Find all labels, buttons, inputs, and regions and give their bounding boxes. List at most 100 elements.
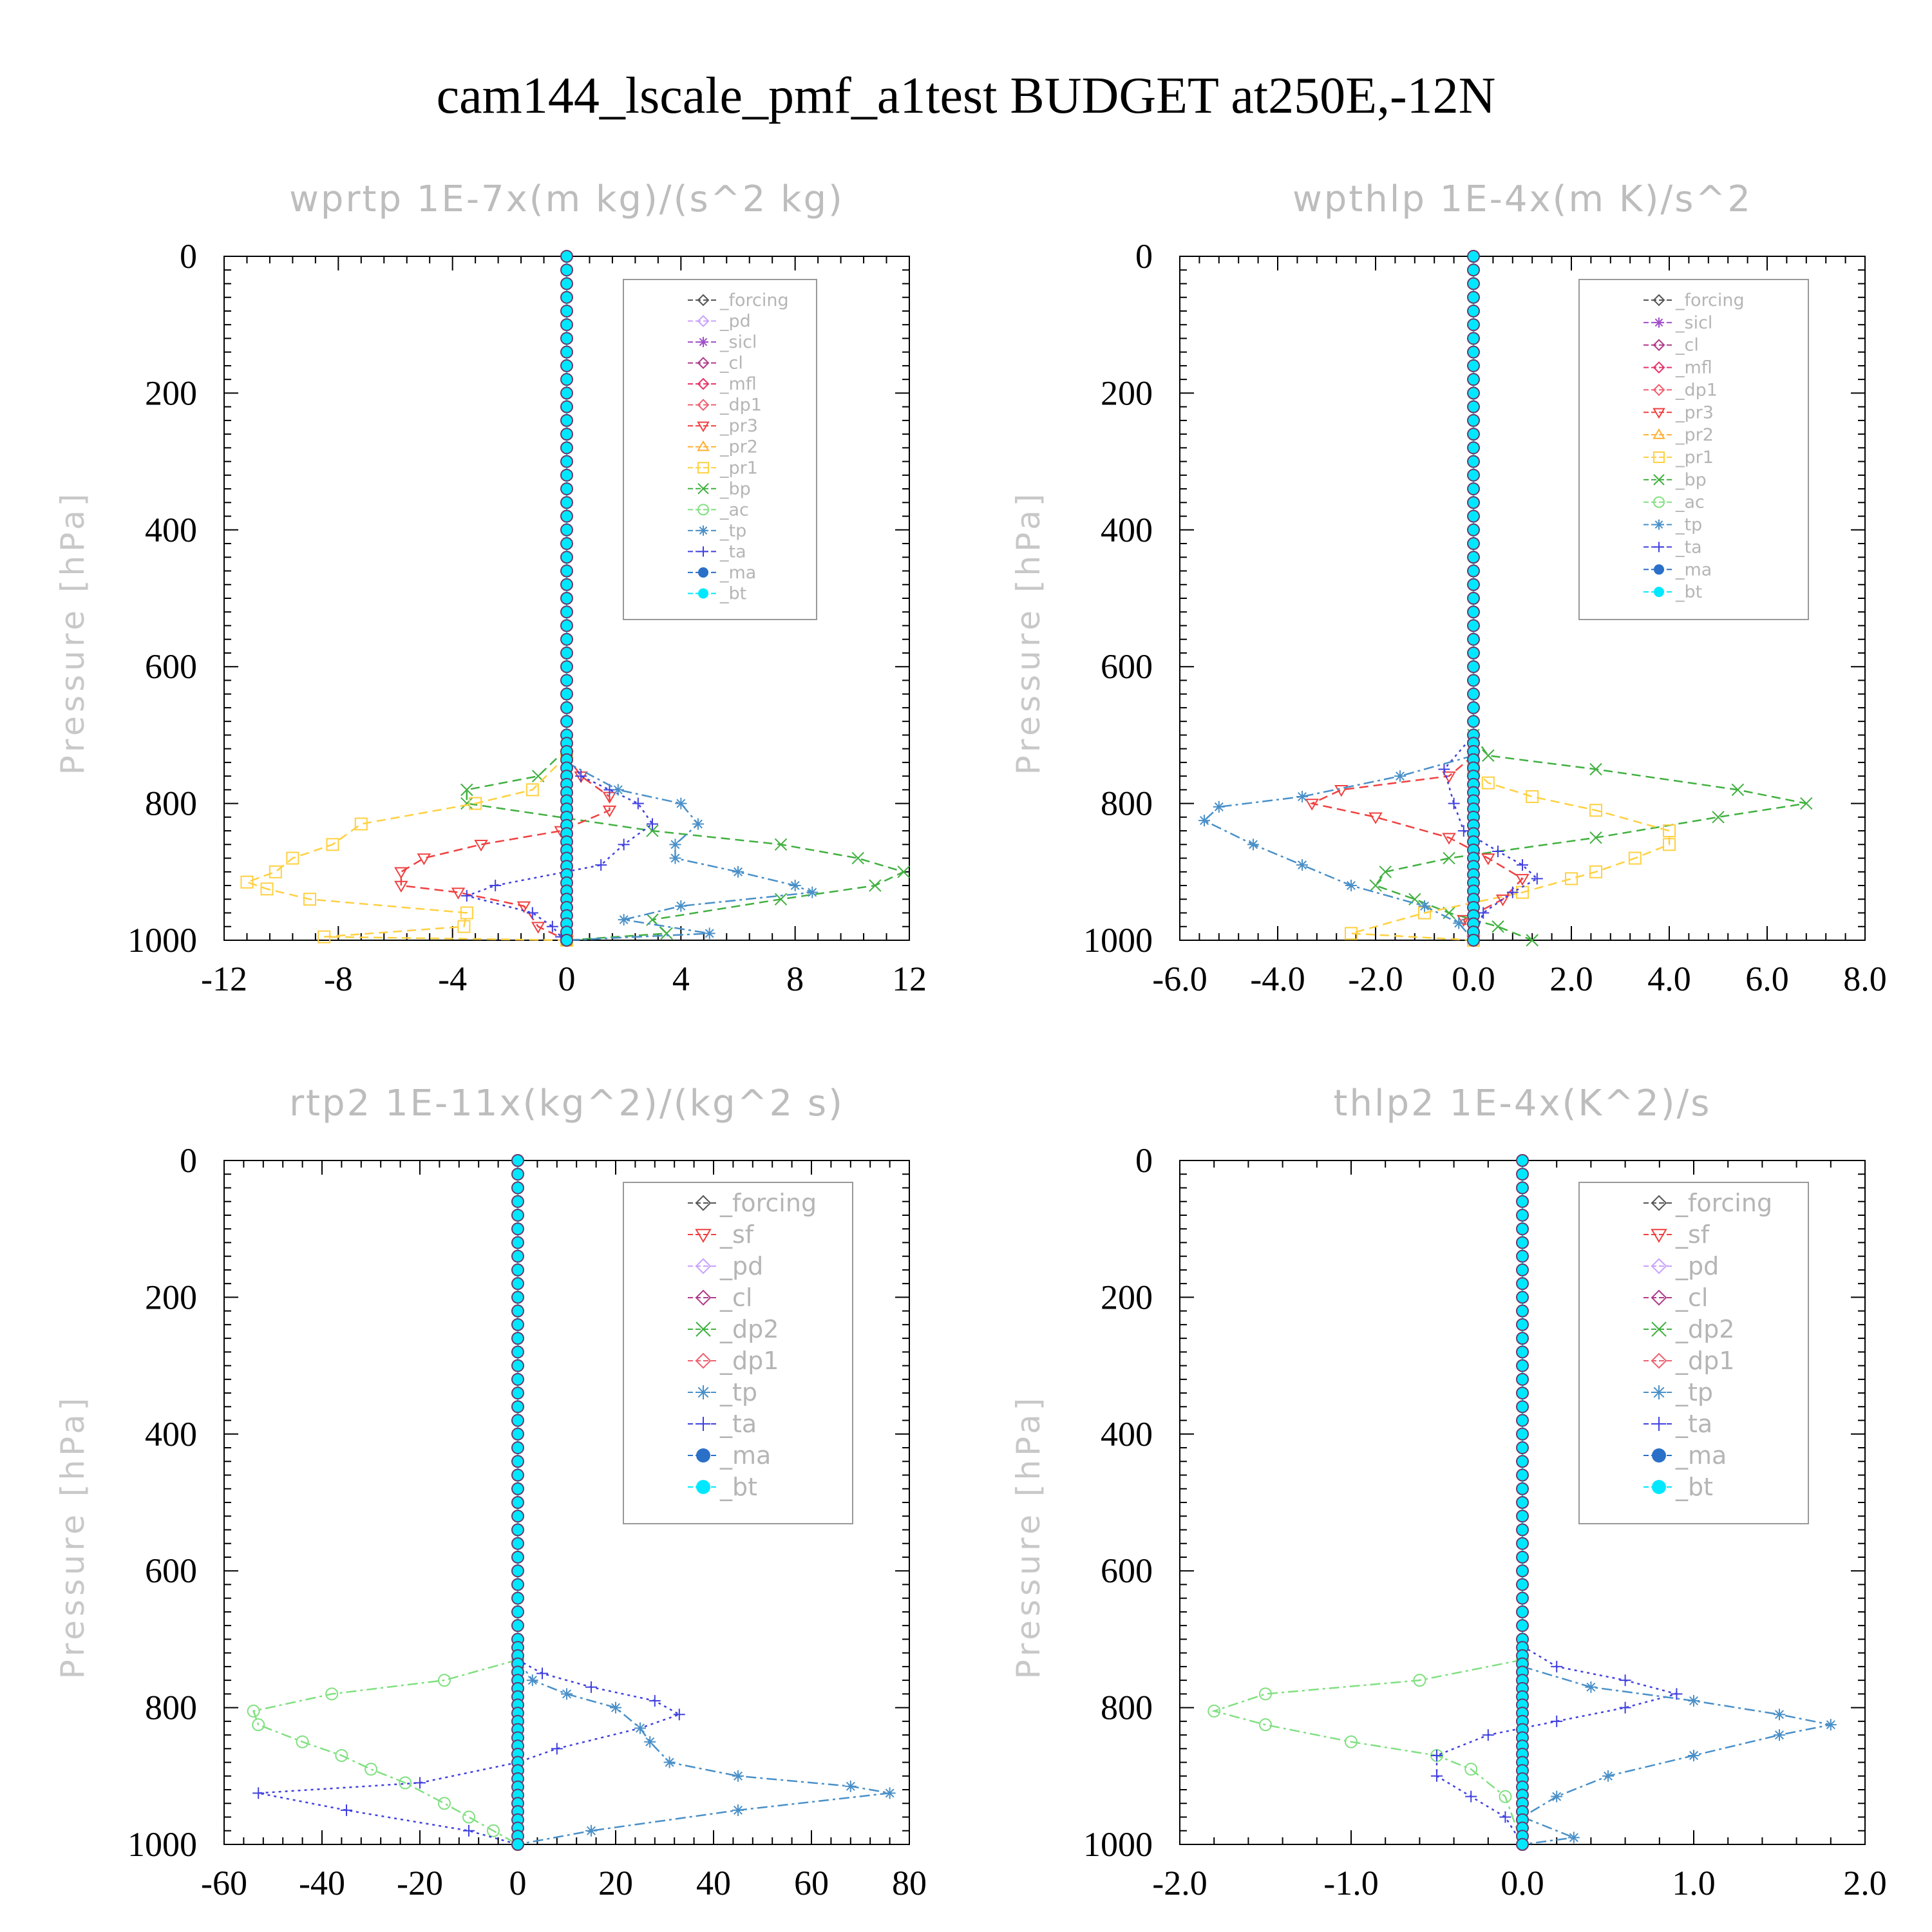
data-point [1208,1704,1221,1718]
data-point [703,927,715,940]
zero-profile-marker [511,1372,524,1386]
series-pr3 [1305,750,1530,947]
legend-entry: _dp1 [1675,1347,1734,1375]
legend-entry: _cl [1675,1283,1708,1312]
data-point [326,838,339,851]
x-tick-label: 60 [794,1864,829,1902]
zero-profile-marker [1516,1387,1529,1400]
data-point [1464,1763,1478,1776]
data-point [595,859,607,871]
series-line [400,755,611,942]
data-point [438,1797,451,1810]
legend-marker [1651,1195,1667,1211]
data-point [546,920,558,933]
data-point [632,797,644,810]
zero-profile-marker [560,674,573,687]
data-point [1506,886,1519,898]
data-point [789,880,801,892]
legend-entry: _bt [719,1473,757,1501]
data-point [806,886,819,898]
series-line [464,755,654,942]
zero-profile-marker [1516,1400,1529,1414]
legend-entry: _dp1 [719,1347,779,1375]
x-tick-label: -20 [397,1864,443,1902]
data-point [1431,1770,1443,1782]
legend-entry: _ma [719,563,756,583]
zero-profile-marker [1516,1359,1529,1372]
x-tick-label: 6.0 [1745,960,1789,998]
legend-entry: _ac [719,500,749,520]
x-tick-label: 20 [598,1864,633,1902]
legend-marker [695,1352,712,1369]
data-point [869,879,882,892]
data-point [526,1674,538,1687]
legend-entry: _pr2 [1675,425,1714,445]
figure-title: cam144_lscale_pmf_a1test BUDGET at250E,-… [437,68,1496,124]
data-point [1431,1749,1443,1761]
zero-profile-marker [511,1427,524,1441]
zero-profile-marker [511,1222,524,1236]
data-point [660,927,673,940]
legend-entry: _ta [719,1410,757,1438]
x-tick-label: -1.0 [1323,1864,1378,1902]
data-point [692,818,704,830]
data-point [526,783,539,797]
data-point [612,784,624,796]
data-point [1492,920,1504,933]
zero-profile-marker [511,1304,524,1318]
legend-marker [696,1321,711,1337]
x-tick-label: 40 [696,1864,731,1902]
zero-profile-marker [1516,1263,1529,1276]
zero-profile-marker [511,1838,524,1851]
legend-marker [698,546,708,557]
legend-entry: _tp [719,1378,757,1406]
zero-profile-marker [1467,482,1480,496]
panels: wprtp 1E-7x(m kg)/(s^2 kg) Pressure [hPa]… [54,178,1887,1902]
data-point [286,851,299,865]
y-tick-label: 400 [1101,1415,1153,1454]
panel-1: wprtp 1E-7x(m kg)/(s^2 kg) Pressure [hPa]… [54,178,927,998]
data-point [1602,1770,1614,1782]
series-pr1 [1345,762,1676,947]
zero-profile-marker [1467,428,1480,441]
series-bp [1369,728,1813,947]
zero-profile-marker [1516,1441,1529,1455]
zero-profile-marker [511,1400,524,1414]
zero-profile-marker [1467,386,1480,400]
data-point [317,930,331,943]
zero-profile-marker [560,523,573,536]
data-point [462,1810,475,1824]
zero-profile-marker [1467,646,1480,659]
series-bt [560,250,573,947]
y-tick-label: 0 [1135,237,1153,276]
y-tick-label: 800 [1101,1689,1153,1727]
zero-profile-marker [1516,1427,1529,1441]
data-point [1551,1790,1563,1803]
zero-profile-marker [511,1414,524,1427]
zero-profile-marker [560,277,573,290]
y-tick-label: 600 [1101,647,1153,686]
legend-marker [697,377,710,390]
zero-profile-marker [1467,578,1480,591]
data-point [1345,880,1357,892]
legend: _forcing _sicl _cl _mfl_dp1_pr3 _pr2 _pr1_bp _… [1578,279,1809,620]
data-point [531,922,545,934]
data-point [1345,1735,1358,1748]
zero-profile-marker [1516,1291,1529,1304]
legend-entry: _sf [1675,1220,1710,1249]
zero-profile-marker [1467,509,1480,523]
zero-profile-marker [511,1468,524,1482]
zero-profile-marker [560,386,573,400]
legend-box [623,279,817,620]
data-point [575,770,587,782]
y-tick-label: 1000 [1083,921,1153,960]
zero-profile-marker [1516,1195,1529,1208]
data-point [526,907,538,919]
x-tick-label: -4.0 [1250,960,1305,998]
data-point [732,1804,744,1816]
data-point [1443,851,1455,865]
data-point [341,1804,352,1816]
legend-entry: _dp2 [1675,1315,1734,1343]
series-line [516,1659,890,1846]
